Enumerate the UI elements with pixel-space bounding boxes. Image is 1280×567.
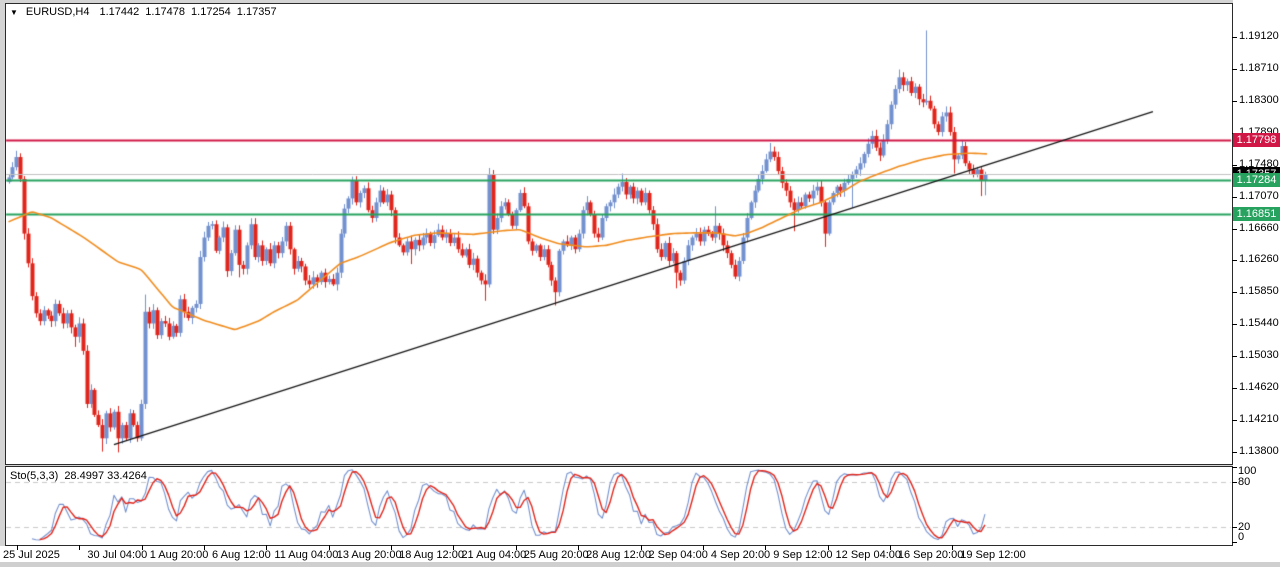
price-axis-tick [1232, 356, 1237, 358]
price-axis-tick [1232, 68, 1237, 70]
time-axis-label[interactable]: 1 Aug 20:00 [149, 549, 209, 561]
indicator-axis-tick [1232, 527, 1237, 528]
time-axis-tick [952, 545, 954, 550]
resistance-line-badge: 1.17798 [1233, 133, 1280, 147]
time-axis-tick [328, 545, 330, 550]
indicator-scale-label: 80 [1238, 476, 1251, 488]
price-axis-tick [1232, 324, 1237, 326]
symbol-dropdown-icon[interactable]: ▼ [10, 7, 18, 17]
time-axis-tick [827, 545, 829, 550]
time-axis-label[interactable]: 18 Aug 12:00 [399, 549, 464, 561]
chart-header: ▼ EURUSD,H4 1.17442 1.17478 1.17254 1.17… [10, 6, 277, 18]
open-value: 1.17442 [99, 6, 140, 18]
price-axis-label: 1.18300 [1239, 93, 1279, 106]
time-axis-tick [141, 545, 143, 550]
price-axis-label: 1.15440 [1239, 317, 1279, 330]
price-axis-tick [1232, 420, 1237, 422]
time-axis-tick [17, 545, 18, 550]
price-axis-tick [1232, 100, 1237, 102]
price-axis-label: 1.15850 [1239, 285, 1279, 298]
price-axis-label: 1.15030 [1239, 349, 1279, 362]
time-axis-tick [453, 545, 455, 550]
price-axis-label: 1.14210 [1239, 413, 1279, 426]
symbol-period-label: EURUSD,H4 [25, 6, 90, 18]
indicator-axis-tick [1232, 467, 1237, 468]
price-axis-tick [1232, 260, 1237, 262]
time-axis-label[interactable]: 25 Aug 20:00 [523, 549, 589, 561]
indicator-axis-tick [1232, 482, 1237, 483]
time-axis-label[interactable]: 2 Sep 04:00 [648, 549, 708, 561]
indicator-axis-tick [1232, 542, 1237, 543]
support-line-1-badge: 1.17284 [1233, 173, 1280, 188]
time-axis-tick [204, 545, 206, 550]
time-axis-label[interactable]: 28 Aug 12:00 [586, 549, 651, 561]
time-axis-tick [765, 545, 767, 550]
time-axis-label[interactable]: 19 Sep 12:00 [960, 549, 1026, 561]
time-axis-tick [79, 545, 81, 550]
price-axis-label: 1.13800 [1239, 445, 1279, 458]
low-value: 1.17254 [191, 6, 231, 18]
price-axis-tick [1232, 196, 1237, 198]
price-axis-label: 1.19120 [1239, 29, 1279, 42]
high-value: 1.17478 [145, 6, 186, 18]
price-axis-tick [1232, 388, 1237, 390]
price-axis-label: 1.16260 [1239, 253, 1279, 266]
support-line-2-badge: 1.16851 [1233, 206, 1280, 221]
time-axis-label[interactable]: 25 Jul 2025 [3, 549, 60, 561]
indicator-scale-label: 100 [1238, 465, 1257, 477]
time-axis-label[interactable]: 6 Aug 12:00 [212, 549, 271, 561]
price-axis-label: 1.14620 [1239, 381, 1279, 394]
price-axis-tick [1232, 164, 1237, 166]
price-axis-label: 1.17480 [1239, 157, 1279, 170]
time-axis-tick [889, 545, 891, 550]
indicator-scale-label: 0 [1238, 531, 1245, 543]
time-axis-tick [640, 545, 642, 550]
time-axis-label[interactable]: 21 Aug 04:00 [461, 549, 527, 561]
stochastic-values: 28.4997 33.4264 [64, 470, 147, 482]
time-axis-tick [578, 545, 580, 550]
time-axis-tick [391, 545, 393, 550]
stochastic-label: Sto(5,3,3) 28.4997 33.4264 [10, 470, 147, 482]
time-axis-tick [266, 545, 268, 550]
indicator-scale-label: 20 [1238, 521, 1251, 533]
time-axis-label[interactable]: 16 Sep 20:00 [897, 549, 964, 561]
time-axis-tick [702, 545, 704, 550]
time-axis-tick [515, 545, 517, 550]
price-axis-tick [1232, 292, 1237, 294]
price-axis-label: 1.16660 [1239, 221, 1279, 234]
stochastic-name: Sto(5,3,3) [10, 470, 59, 482]
price-axis-label: 1.17070 [1239, 189, 1279, 202]
time-axis-label[interactable]: 4 Sep 20:00 [710, 549, 771, 561]
price-axis-tick [1232, 452, 1237, 454]
price-axis-tick [1232, 228, 1237, 230]
price-axis-label: 1.18710 [1239, 61, 1279, 74]
time-axis-label[interactable]: 30 Jul 04:00 [87, 549, 148, 561]
time-axis-label[interactable]: 9 Sep 12:00 [773, 549, 833, 561]
time-axis-label[interactable]: 13 Aug 20:00 [336, 549, 402, 561]
price-axis-tick [1232, 36, 1237, 38]
time-axis-label[interactable]: 11 Aug 04:00 [274, 549, 339, 561]
time-axis-label[interactable]: 12 Sep 04:00 [835, 549, 901, 561]
close-value: 1.17357 [236, 6, 277, 18]
